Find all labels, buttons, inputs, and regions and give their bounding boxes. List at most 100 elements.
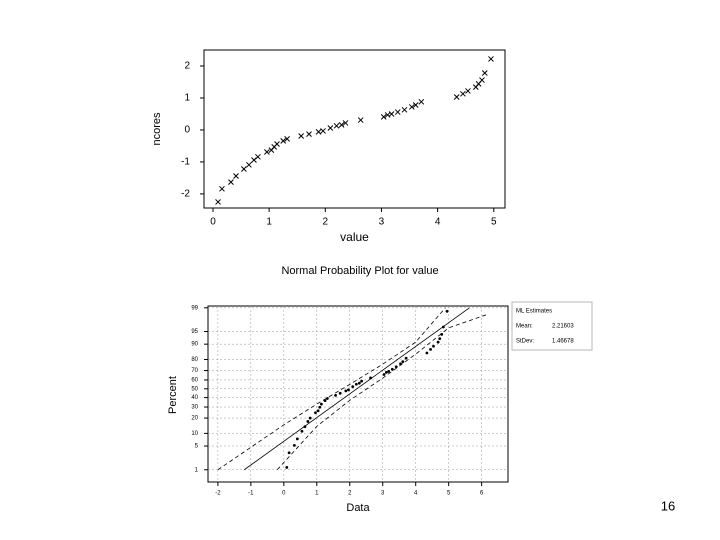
point	[453, 94, 460, 100]
point	[320, 128, 326, 134]
y-tick-label: 80	[191, 357, 198, 363]
point	[264, 149, 270, 155]
y-axis-label: ncores	[151, 112, 163, 146]
x-tick-label: 6	[480, 491, 484, 497]
chart-title: Normal Probability Plot for value	[281, 265, 438, 277]
point	[315, 129, 322, 135]
point	[351, 385, 355, 389]
y-tick-label: 30	[191, 405, 198, 411]
point	[325, 397, 329, 400]
point	[215, 199, 221, 205]
y-tick-label: 90	[191, 342, 198, 348]
point	[333, 122, 340, 129]
y-tick-label: 20	[191, 416, 198, 422]
point	[399, 362, 402, 366]
point	[357, 117, 364, 123]
point	[292, 443, 296, 447]
fit-line	[244, 307, 470, 471]
point	[241, 166, 247, 172]
point	[390, 367, 394, 371]
point	[274, 141, 280, 147]
point	[308, 416, 312, 420]
legend-title: ML Estimates	[516, 309, 552, 315]
legend-value: 1.46678	[552, 339, 574, 345]
point	[408, 104, 415, 110]
point	[338, 391, 342, 395]
confidence-band	[276, 313, 489, 471]
x-tick-label: 5	[447, 491, 451, 497]
point	[306, 131, 312, 137]
point	[298, 133, 305, 139]
point	[306, 420, 310, 423]
point	[342, 120, 349, 126]
legend-box	[511, 301, 593, 351]
y-tick-label: 70	[191, 368, 198, 374]
x-tick-label: 4	[414, 491, 418, 497]
point	[401, 360, 405, 364]
page-number: 16	[661, 498, 675, 513]
point	[440, 332, 444, 336]
point	[401, 106, 408, 113]
point	[323, 399, 327, 403]
point	[384, 370, 388, 374]
point	[445, 309, 449, 313]
point	[233, 173, 239, 179]
point	[318, 405, 322, 409]
y-tick-label: -2	[181, 189, 190, 200]
y-tick-label: 99	[191, 305, 198, 311]
point	[334, 393, 337, 397]
point	[488, 56, 494, 62]
point	[418, 98, 425, 105]
x-tick-label: 2	[323, 217, 329, 228]
x-tick-label: 4	[435, 217, 441, 228]
point	[394, 109, 401, 115]
point	[344, 389, 348, 393]
x-tick-label: -1	[248, 491, 254, 497]
point	[287, 451, 291, 455]
point	[387, 370, 391, 373]
point	[394, 365, 398, 369]
point	[284, 136, 290, 142]
point	[465, 88, 471, 94]
plot-frame	[203, 49, 506, 209]
point	[300, 429, 304, 433]
confidence-band	[217, 307, 446, 471]
point	[388, 111, 395, 117]
point	[295, 437, 299, 441]
point	[327, 125, 334, 131]
y-tick-label: 2	[184, 61, 190, 72]
x-tick-label: 3	[381, 491, 385, 497]
y-tick-label: 50	[191, 386, 198, 392]
point	[432, 344, 435, 348]
point	[481, 70, 488, 76]
point	[338, 121, 345, 128]
point	[347, 388, 350, 392]
point	[251, 157, 257, 163]
point	[285, 465, 289, 469]
y-tick-label: 60	[191, 378, 198, 384]
legend-label: Mean:	[516, 324, 533, 330]
x-tick-label: 1	[315, 491, 319, 497]
point	[412, 102, 419, 108]
point	[303, 425, 307, 429]
point	[357, 381, 361, 385]
x-tick-label: 2	[348, 491, 352, 497]
y-tick-label: 40	[191, 395, 198, 401]
point	[320, 402, 323, 406]
y-tick-label: 1	[195, 467, 199, 473]
legend-value: 2.21603	[552, 324, 574, 330]
x-tick-label: 0	[210, 217, 216, 228]
y-tick-label: 95	[191, 329, 198, 335]
x-axis-label: value	[340, 230, 369, 244]
y-tick-label: 0	[184, 125, 190, 136]
point	[228, 179, 234, 185]
y-tick-label: 10	[191, 431, 198, 437]
point	[360, 379, 364, 383]
x-axis-label: Data	[346, 502, 370, 514]
point	[255, 153, 261, 160]
point	[280, 137, 287, 144]
legend-label: StDev:	[516, 339, 534, 345]
point	[382, 373, 386, 376]
point	[441, 325, 445, 329]
